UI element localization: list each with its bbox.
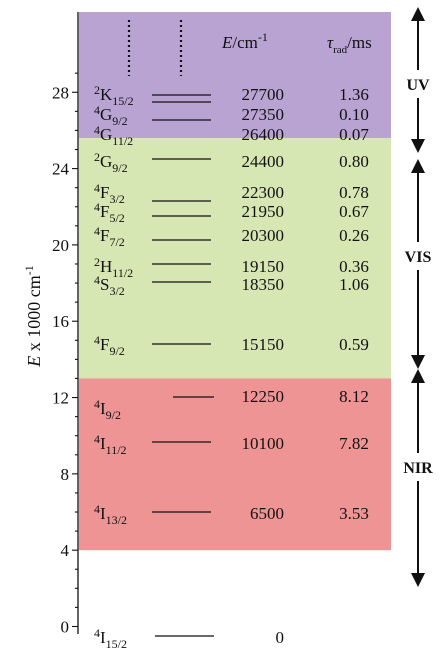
- level-energy-value: 20300: [242, 226, 285, 245]
- region-marker-vis: VIS: [405, 166, 432, 362]
- level-term-label: 4I15/2: [94, 626, 127, 651]
- region-labels: UV VIS NIR: [403, 14, 433, 580]
- tick-label: 24: [52, 160, 70, 179]
- region-label: VIS: [405, 249, 432, 266]
- level-energy-value: 0: [276, 628, 285, 647]
- level-energy-value: 21950: [242, 202, 285, 221]
- level-lifetime-value: 0.67: [339, 202, 369, 221]
- level-lifetime-value: 1.06: [339, 275, 369, 294]
- level-energy-value: 10100: [242, 434, 285, 453]
- level-energy-value: 15150: [242, 335, 285, 354]
- level-4I15-2: 4I15/2 0: [94, 626, 284, 651]
- tick-label: 28: [52, 83, 69, 102]
- region-label: UV: [406, 77, 430, 94]
- level-energy-value: 6500: [250, 504, 284, 523]
- level-lifetime-value: 0.78: [339, 183, 369, 202]
- level-lifetime-value: 0.80: [339, 152, 369, 171]
- level-lifetime-value: 3.53: [339, 504, 369, 523]
- region-marker-nir: NIR: [403, 376, 433, 580]
- region-label: NIR: [403, 460, 433, 477]
- tick-label: 16: [52, 312, 69, 331]
- tick-label: 20: [52, 236, 69, 255]
- energy-axis: 0 4 8 12 16 20 24 28 E x 1000 cm-1: [22, 12, 78, 637]
- level-energy-value: 18350: [242, 275, 285, 294]
- axis-title: E x 1000 cm-1: [22, 265, 44, 368]
- level-energy-value: 24400: [242, 152, 285, 171]
- level-energy-value: 27700: [242, 85, 285, 104]
- level-energy-value: 12250: [242, 387, 285, 406]
- tick-label: 0: [61, 618, 70, 637]
- level-lifetime-value: 0.36: [339, 257, 369, 276]
- level-lifetime-value: 0.26: [339, 226, 369, 245]
- level-lifetime-value: 0.10: [339, 105, 369, 124]
- level-energy-value: 19150: [242, 257, 285, 276]
- level-lifetime-value: 1.36: [339, 85, 369, 104]
- level-energy-value: 27350: [242, 105, 285, 124]
- tick-label: 8: [61, 465, 70, 484]
- level-energy-value: 26400: [242, 125, 285, 144]
- level-energy-value: 22300: [242, 183, 285, 202]
- level-lifetime-value: 0.59: [339, 335, 369, 354]
- tick-label: 12: [52, 389, 69, 408]
- level-lifetime-value: 8.12: [339, 387, 369, 406]
- level-lifetime-value: 0.07: [339, 125, 369, 144]
- level-lifetime-value: 7.82: [339, 434, 369, 453]
- region-marker-uv: UV: [406, 14, 430, 146]
- tick-label: 4: [61, 541, 70, 560]
